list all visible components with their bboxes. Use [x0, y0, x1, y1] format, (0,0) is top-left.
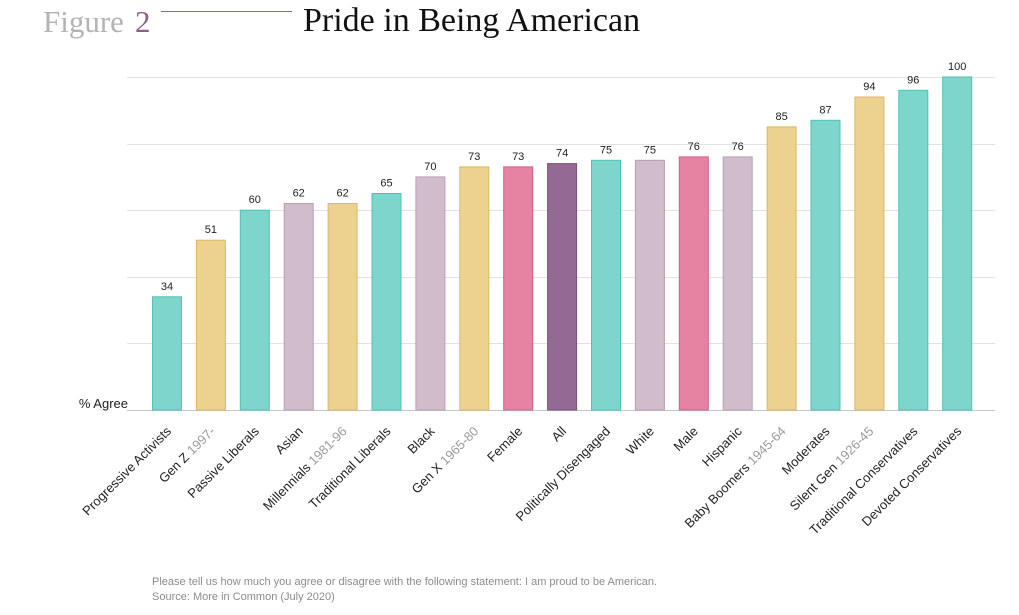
data-label: 75 [600, 144, 612, 156]
category-label: Silent Gen 1926-45 [787, 424, 877, 514]
category-label: Traditional Liberals [306, 423, 394, 511]
bar [459, 166, 490, 411]
data-label: 73 [512, 151, 524, 163]
category-name: All [548, 423, 569, 444]
bar [371, 193, 402, 411]
category-year-range: 1997- [181, 424, 218, 461]
data-label: 74 [556, 148, 568, 160]
data-label: 62 [293, 188, 305, 200]
bar [678, 156, 709, 411]
data-label: 76 [732, 141, 744, 153]
data-label: 85 [775, 111, 787, 123]
data-label: 100 [948, 61, 966, 73]
chart-title: Pride in Being American [303, 2, 641, 39]
data-label: 96 [907, 74, 919, 86]
category-year-range: 1965-80 [435, 424, 482, 471]
category-name: Baby Boomers [682, 459, 753, 530]
category-name: Asian [272, 424, 306, 458]
category-label: Asian [272, 424, 306, 458]
figure-word: Figure [43, 4, 124, 39]
category-name: Male [670, 424, 701, 455]
data-label: 75 [644, 144, 656, 156]
bar [942, 76, 973, 411]
figure-number: 2 [135, 4, 151, 39]
data-label: 73 [468, 151, 480, 163]
bar [898, 89, 929, 411]
bar [503, 166, 534, 411]
category-name: Female [484, 424, 525, 465]
chart-footer: Please tell us how much you agree or dis… [152, 575, 657, 605]
data-label: 65 [380, 178, 392, 190]
category-name: Traditional Liberals [306, 423, 394, 511]
bar [239, 209, 270, 411]
category-name: Millennials [260, 459, 314, 513]
data-label: 51 [205, 224, 217, 236]
bar [327, 203, 358, 411]
survey-question: Please tell us how much you agree or dis… [152, 576, 658, 588]
category-label: Male [670, 424, 701, 455]
category-label: Millennials 1981-96 [260, 424, 350, 514]
category-name: Black [404, 423, 437, 456]
source-note: Source: More in Common (July 2020) [152, 591, 335, 603]
data-label: 94 [863, 81, 875, 93]
category-label: All [548, 423, 569, 444]
category-label: White [623, 424, 657, 458]
bar [634, 159, 665, 411]
bar [766, 126, 797, 411]
category-label: Female [484, 424, 525, 465]
bar [547, 163, 578, 411]
bar [810, 119, 841, 411]
bar [415, 176, 446, 411]
bar [152, 296, 182, 411]
data-label: 87 [819, 104, 831, 116]
bar [195, 239, 226, 411]
data-label: 62 [336, 188, 348, 200]
data-label: 34 [161, 281, 173, 293]
y-axis-label: % Agree [79, 396, 128, 411]
data-label: 70 [424, 161, 436, 173]
category-name: White [623, 424, 657, 458]
data-label: 60 [249, 194, 261, 206]
category-label: Black [404, 423, 437, 456]
data-label: 76 [688, 141, 700, 153]
bar [283, 203, 314, 411]
bar [854, 96, 885, 411]
bar [591, 159, 621, 411]
header-rule [161, 11, 292, 12]
bar [722, 156, 753, 411]
figure-header: Figure 2 Pride in Being American [0, 0, 1019, 60]
